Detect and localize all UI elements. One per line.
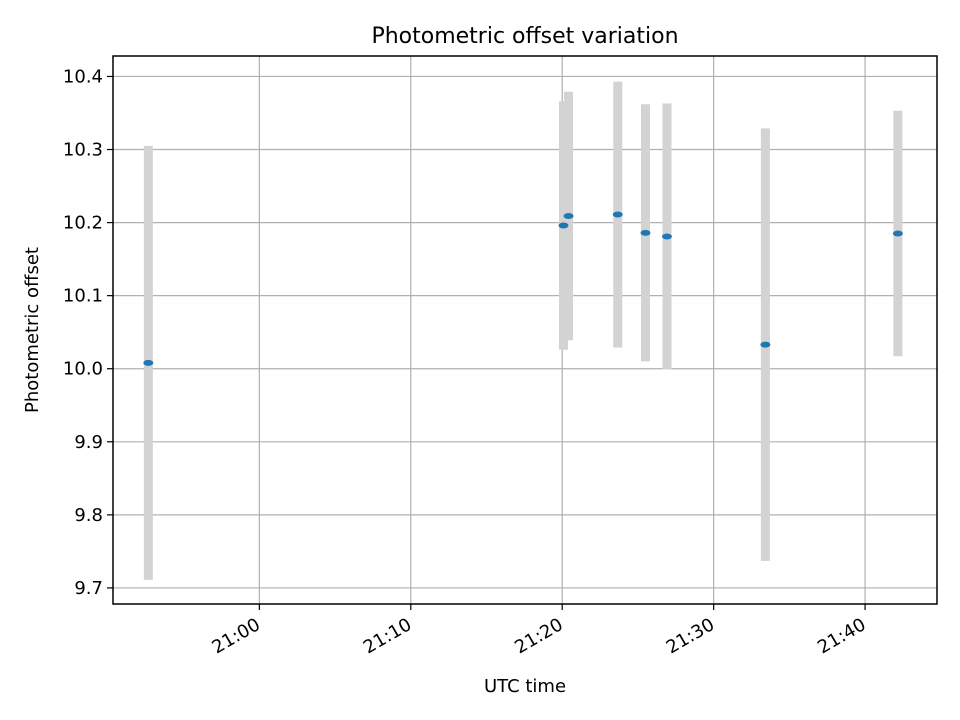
data-point <box>558 222 569 229</box>
y-axis-label: Photometric offset <box>22 247 43 413</box>
data-point <box>892 230 903 237</box>
data-points <box>143 211 903 366</box>
y-axis-ticks: 9.7 9.8 9.9 10.0 10.1 10.2 10.3 10.4 <box>63 66 113 599</box>
y-tick-label: 10.2 <box>63 213 103 234</box>
y-tick-label: 9.9 <box>74 432 103 453</box>
x-axis-label: UTC time <box>484 676 566 697</box>
y-tick-label: 10.4 <box>63 66 103 87</box>
data-point <box>640 229 651 236</box>
chart-title: Photometric offset variation <box>371 24 678 49</box>
data-point <box>661 233 672 240</box>
data-point <box>143 359 154 366</box>
y-tick-label: 10.3 <box>63 140 103 161</box>
y-tick-label: 9.7 <box>74 578 103 599</box>
y-tick-label: 10.1 <box>63 286 103 307</box>
data-point <box>760 341 771 348</box>
data-point <box>563 213 574 220</box>
data-point <box>612 211 623 218</box>
y-tick-label: 10.0 <box>63 359 103 380</box>
plot-frame <box>112 55 938 605</box>
y-tick-label: 9.8 <box>74 505 103 526</box>
